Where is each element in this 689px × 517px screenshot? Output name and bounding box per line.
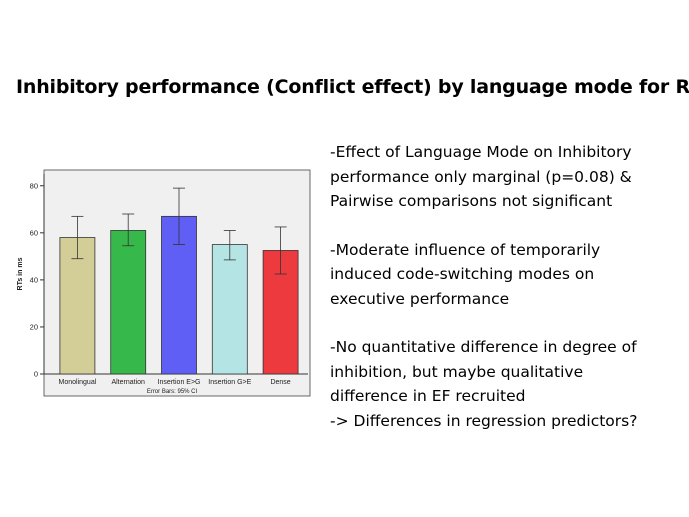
y-tick-label: 80 — [30, 181, 38, 190]
bar-alternation — [110, 230, 147, 375]
error-bars-caption: Error Bars: 95% CI — [147, 389, 198, 395]
x-tick-label: Insertion G>E — [208, 379, 251, 386]
note-line: induced code-switching modes on — [330, 265, 595, 283]
note-line: Pairwise comparisons not significant — [330, 192, 613, 210]
note-line: -No quantitative difference in degree of — [330, 338, 637, 356]
x-tick-label: Insertion E>G — [158, 379, 201, 386]
y-tick-label: 0 — [34, 370, 38, 379]
x-tick-label: Monolingual — [59, 379, 97, 386]
bar-insertion-g-e — [211, 244, 248, 375]
note-line: executive performance — [330, 289, 510, 308]
x-tick-label: Alternation — [111, 379, 145, 386]
notes-panel: -Effect of Language Mode on Inhibitory p… — [330, 140, 680, 457]
y-axis-label: RTs in ms — [17, 257, 24, 290]
bar-chart: 0 20 40 60 80 RTs in ms Monolingual Alternation… — [12, 166, 312, 406]
note-line: -Effect of Language Mode on Inhibitory — [330, 143, 632, 161]
note-line: -Moderate influence of temporarily — [330, 240, 601, 259]
y-tick-label: 20 — [30, 322, 38, 331]
note-line: difference in EF recruited — [330, 387, 526, 405]
y-tick-label: 40 — [30, 275, 38, 284]
note-line: -> Differences in regression predictors? — [330, 411, 638, 430]
bar-monolingual — [59, 237, 96, 375]
x-tick-label: Dense — [270, 379, 290, 386]
bar-chart-svg: 0 20 40 60 80 RTs in ms Monolingual Alternation… — [17, 169, 311, 397]
note-language-mode-effect: -Effect of Language Mode on Inhibitory p… — [330, 140, 680, 214]
note-line: performance only marginal (p=0.08) & — [330, 167, 632, 186]
note-moderate-influence: -Moderate influence of temporarily induc… — [330, 238, 680, 312]
note-quantitative-difference: -No quantitative difference in degree of… — [330, 335, 680, 433]
slide-title: Inhibitory performance (Conflict effect)… — [16, 76, 689, 98]
y-tick-label: 60 — [30, 228, 38, 237]
note-line: inhibition, but maybe qualitative — [330, 362, 584, 381]
